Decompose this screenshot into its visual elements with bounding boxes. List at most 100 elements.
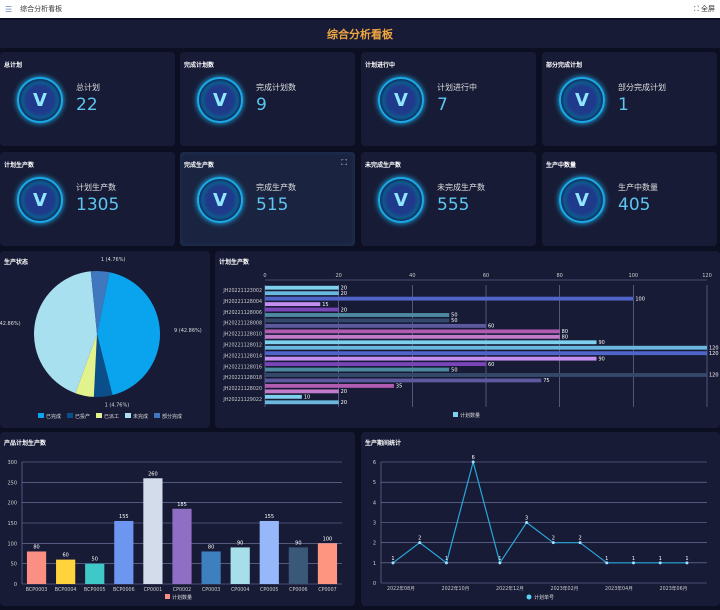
bar [265, 323, 486, 328]
bar-value-label: 90 [599, 340, 605, 346]
v-badge-icon: V [17, 177, 63, 223]
pie-slice [75, 334, 97, 397]
expand-icon[interactable]: ⛶ [341, 158, 347, 167]
vbar-panel: 产品计划生产数 0 50 100 150 200 250 300 80 BCP0003 60 BCP… [0, 432, 355, 606]
point-label: 1 [498, 556, 501, 562]
legend-label: 已投产 [75, 413, 90, 420]
bar [265, 389, 339, 394]
data-point [631, 561, 635, 565]
pie-title: 生产状态 [4, 259, 29, 266]
line-chart: 0 1 2 3 4 5 6 1 2 1 6 1 3 2 2 1 1 1 1 2022年08月 2022年10月 2022年… [373, 455, 707, 601]
bar [201, 551, 221, 584]
legend-label: 计划单号 [534, 594, 554, 601]
y-tick-label: JH20221128012 [222, 343, 262, 349]
y-tick-label: 250 [7, 480, 17, 486]
data-point [444, 561, 448, 565]
point-label: 2 [418, 536, 421, 542]
x-tick-label: 80 [556, 273, 562, 279]
data-point [551, 541, 555, 545]
stat-card: 完成计划数 V 完成计划数 9 [180, 52, 355, 146]
legend-swatch [67, 413, 73, 418]
bar [265, 351, 707, 356]
x-tick-label: 2022年12月 [496, 585, 524, 592]
bar-value-label: 260 [148, 471, 158, 477]
bar-value-label: 20 [341, 291, 347, 297]
pie-label: 1 (4.76%) [105, 403, 130, 409]
pie-label: 9 (42.86%) [0, 321, 21, 327]
bar [230, 547, 250, 584]
bar-value-label: 50 [451, 367, 457, 373]
card-label: 生产中数量 [618, 183, 658, 192]
x-tick-label: 2023年06月 [660, 585, 688, 592]
bar-value-label: 20 [341, 389, 347, 395]
bar [114, 520, 134, 584]
card-value: 1305 [76, 195, 120, 215]
data-point [525, 521, 529, 524]
legend-swatch [526, 594, 532, 600]
bar-value-label: 75 [543, 378, 549, 384]
card-label: 完成生产数 [256, 183, 296, 192]
card-label: 部分完成计划 [618, 83, 666, 92]
bar [265, 307, 339, 312]
tab-title[interactable]: 综合分析看板 [20, 5, 63, 13]
card-value: 7 [437, 95, 448, 115]
bar-value-label: 80 [33, 544, 39, 550]
bar-value-label: 90 [295, 540, 301, 546]
bar-value-label: 120 [709, 373, 719, 379]
x-tick-label: CP0004 [231, 587, 249, 593]
bar-value-label: 20 [341, 285, 347, 291]
stat-card: 总计划 V 总计划 22 [0, 52, 175, 146]
y-tick-label: 0 [14, 582, 17, 588]
x-tick-label: 2023年02月 [551, 585, 579, 592]
card-title: 生产中数量 [546, 162, 577, 169]
pie-slice [90, 271, 110, 334]
card-value: 1 [618, 95, 629, 115]
top-bar: ☰ 综合分析看板 ⛶ 全屏 [0, 0, 720, 18]
x-tick-label: CP0007 [318, 587, 336, 593]
bar-value-label: 10 [304, 395, 310, 401]
card-value: 515 [256, 195, 289, 215]
card-label: 计划进行中 [437, 83, 477, 92]
legend-swatch [125, 413, 131, 418]
point-label: 1 [391, 556, 394, 562]
legend-label: 已派工 [104, 414, 119, 420]
x-tick-label: 20 [335, 273, 341, 279]
y-tick-label: JH20221128008 [222, 321, 262, 327]
bar [317, 543, 338, 584]
bar [265, 367, 450, 372]
pie-label: 1 (4.76%) [101, 257, 126, 263]
v-badge-icon: V [17, 77, 63, 123]
bar [265, 291, 339, 296]
point-label: 1 [445, 556, 448, 562]
bar-value-label: 20 [341, 307, 347, 313]
y-tick-label: JH20221128014 [222, 353, 262, 359]
x-tick-label: 2022年10月 [442, 585, 470, 592]
x-tick-label: 100 [629, 273, 639, 279]
legend-label: 部分完成 [162, 413, 182, 420]
point-label: 1 [605, 556, 608, 562]
fullscreen-button[interactable]: ⛶ 全屏 [693, 5, 715, 13]
pie-slice [34, 271, 97, 394]
y-tick-label: JH20221128020 [222, 386, 262, 392]
y-tick-label: 1 [373, 561, 376, 567]
v-badge-icon: V [378, 177, 424, 223]
bar [143, 478, 163, 584]
bar [265, 400, 339, 405]
v-badge-icon: V [559, 177, 605, 223]
bar-value-label: 100 [635, 296, 645, 302]
bar-value-label: 120 [709, 351, 719, 357]
card-label: 未完成生产数 [437, 183, 485, 192]
legend-label: 已完成 [46, 413, 61, 420]
pie-label: 9 (42.86%) [174, 328, 202, 334]
y-tick-label: 200 [7, 501, 17, 507]
hbar-title: 计划生产数 [219, 259, 250, 266]
point-label: 2 [552, 536, 555, 542]
x-tick-label: 2022年08月 [387, 585, 415, 592]
bar [172, 508, 192, 584]
bar-value-label: 155 [264, 514, 274, 520]
data-point [391, 561, 395, 565]
point-label: 1 [632, 556, 635, 562]
hbar-chart: 0 20 40 60 80 100 1202020100152050506080809012… [222, 273, 719, 419]
line-panel: 生产期间统计 0 1 2 3 4 5 6 1 2 1 6 1 3 2 2 1 1 1 1 2022年08月 2022年1… [361, 432, 720, 606]
menu-icon[interactable]: ☰ [5, 4, 13, 14]
